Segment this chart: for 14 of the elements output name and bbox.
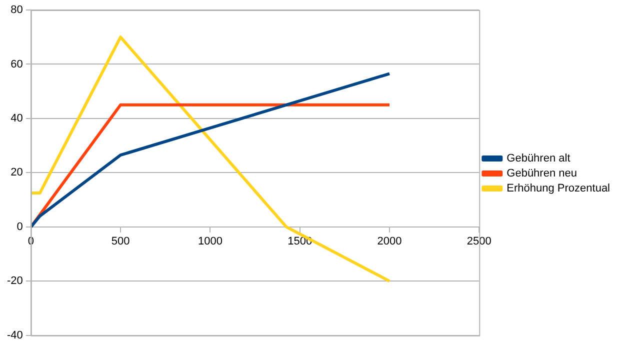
y-tick-label: 60 (10, 58, 23, 70)
x-tick-label: 1000 (198, 236, 222, 248)
x-tick-label: 2500 (466, 236, 492, 248)
y-tick-label: 0 (16, 220, 23, 233)
legend-label: Erhöhung Prozentual (506, 182, 610, 195)
legend-label: Gebühren alt (506, 152, 570, 165)
y-tick-label: -40 (6, 329, 23, 342)
y-tick-label: 40 (10, 112, 23, 124)
x-tick-label: 2000 (377, 236, 402, 248)
x-tick-label: 500 (111, 236, 130, 248)
y-tick-label: 80 (10, 4, 23, 16)
y-tick-label: -20 (6, 275, 23, 288)
y-tick-label: 20 (10, 166, 23, 179)
legend-label: Gebühren neu (506, 168, 577, 180)
